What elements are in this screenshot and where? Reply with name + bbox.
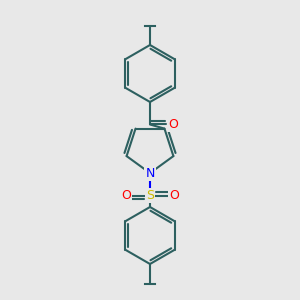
Text: N: N (145, 167, 155, 180)
Text: O: O (121, 189, 130, 202)
Text: S: S (146, 189, 154, 202)
Text: O: O (169, 189, 179, 202)
Text: O: O (169, 118, 178, 131)
